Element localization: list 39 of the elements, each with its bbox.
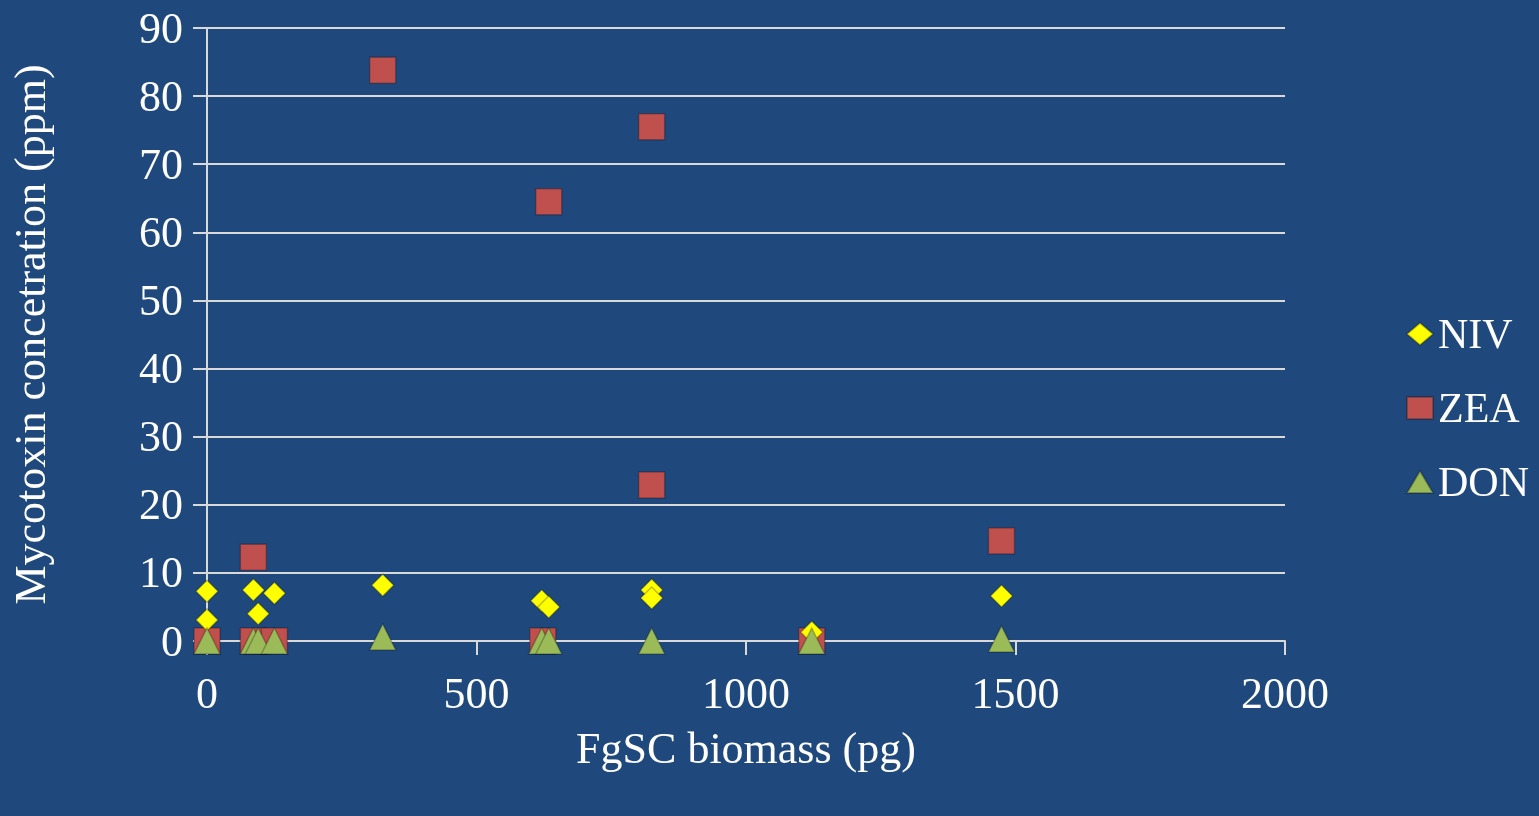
y-tick-label: 60 (139, 207, 183, 257)
y-tick-label: 80 (139, 71, 183, 121)
x-tick-label: 1500 (971, 668, 1060, 718)
y-tick-label: 20 (139, 480, 183, 530)
x-axis-title: FgSC biomass (pg) (576, 723, 916, 773)
point (246, 602, 270, 626)
point (637, 113, 666, 141)
point (534, 627, 563, 655)
y-axis-title: Mycotoxin concetration (ppm) (5, 64, 55, 605)
point (195, 608, 219, 632)
point (241, 578, 266, 602)
legend-label: NIV (1438, 311, 1513, 357)
y-tick-label: 50 (139, 275, 183, 325)
legend-label: ZEA (1438, 385, 1521, 431)
point (262, 581, 287, 606)
point (989, 584, 1014, 608)
y-tick-label: 10 (139, 548, 183, 598)
point (239, 543, 268, 571)
legend-label: DON (1438, 459, 1530, 505)
point (987, 527, 1016, 555)
y-tick-label: 70 (139, 139, 183, 189)
y-tick-label: 30 (139, 412, 183, 462)
point (536, 595, 561, 619)
point (368, 56, 397, 84)
point (368, 623, 397, 651)
point (637, 471, 666, 499)
x-tick-label: 2000 (1241, 668, 1329, 718)
point (637, 627, 666, 655)
point (987, 625, 1016, 653)
point (195, 579, 219, 604)
x-tick-label: 500 (443, 668, 510, 718)
x-tick-label: 0 (196, 668, 218, 718)
point (370, 573, 395, 597)
y-tick-label: 0 (161, 616, 183, 666)
point (534, 187, 563, 216)
y-tick-label: 90 (139, 3, 183, 53)
point (639, 586, 664, 610)
y-tick-label: 40 (139, 344, 183, 394)
x-tick-label: 1000 (702, 668, 790, 718)
